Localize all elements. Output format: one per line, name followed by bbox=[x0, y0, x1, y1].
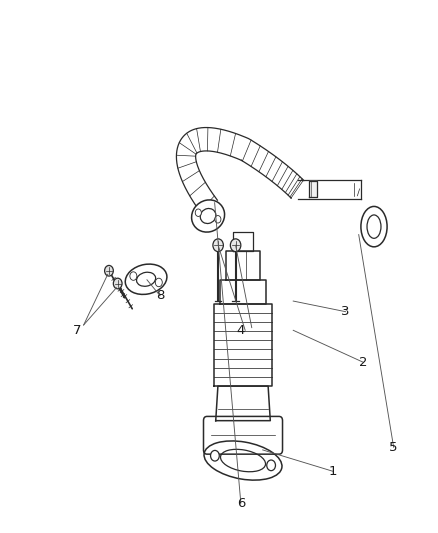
Circle shape bbox=[155, 278, 162, 287]
Ellipse shape bbox=[191, 200, 225, 232]
Text: 2: 2 bbox=[359, 356, 367, 369]
Circle shape bbox=[113, 278, 122, 289]
Circle shape bbox=[105, 265, 113, 276]
Circle shape bbox=[230, 239, 241, 252]
Circle shape bbox=[215, 215, 221, 223]
Circle shape bbox=[195, 209, 201, 216]
Ellipse shape bbox=[125, 264, 167, 294]
Polygon shape bbox=[309, 181, 317, 197]
Polygon shape bbox=[297, 180, 361, 199]
Circle shape bbox=[267, 460, 276, 471]
Ellipse shape bbox=[200, 208, 216, 223]
Text: 6: 6 bbox=[237, 497, 245, 510]
Text: 3: 3 bbox=[341, 305, 350, 318]
Text: 1: 1 bbox=[328, 465, 337, 478]
Text: 7: 7 bbox=[73, 324, 81, 337]
Circle shape bbox=[130, 272, 137, 280]
Text: 4: 4 bbox=[237, 324, 245, 337]
Text: 5: 5 bbox=[389, 441, 398, 454]
Polygon shape bbox=[177, 127, 304, 216]
Circle shape bbox=[211, 450, 219, 461]
Text: 8: 8 bbox=[156, 289, 164, 302]
Circle shape bbox=[213, 239, 223, 252]
Ellipse shape bbox=[137, 272, 155, 286]
